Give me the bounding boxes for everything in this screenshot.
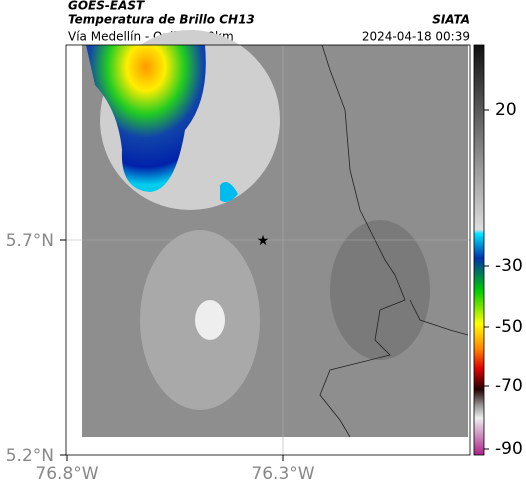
colorbar-label: -30 xyxy=(495,256,523,276)
lat-label: 5.2°N xyxy=(6,446,54,466)
axes: 5.7°N 5.2°N76.8°W 76.3°W xyxy=(6,231,315,484)
lat-label: 5.7°N xyxy=(6,231,54,251)
colorbar-label: 20 xyxy=(495,100,517,120)
colorbar-label: -70 xyxy=(495,376,523,396)
colorbar: 20 -30 -50 -70 -90 xyxy=(473,44,523,459)
colorbar-label: -90 xyxy=(495,439,523,459)
colorbar-label: -50 xyxy=(495,317,523,337)
cloud-white xyxy=(195,300,225,340)
map: ★ xyxy=(65,30,471,456)
org: SIATA xyxy=(432,13,470,27)
frame xyxy=(65,44,471,456)
small-cloud xyxy=(220,182,238,202)
convective-cloud xyxy=(86,45,206,192)
lon-label: 76.8°W xyxy=(35,464,98,484)
header: GOES-EAST Temperatura de Brillo CH13 SIA… xyxy=(68,0,470,44)
border-lines xyxy=(319,44,469,438)
lon-label: 76.3°W xyxy=(251,464,314,484)
colorbar-ticks: 20 -30 -50 -70 -90 xyxy=(484,100,523,459)
datetime: 2024-04-18 00:39 xyxy=(362,30,470,44)
source: GOES-EAST xyxy=(68,0,145,13)
location-star: ★ xyxy=(257,233,270,249)
title: Temperatura de Brillo CH13 xyxy=(68,13,255,27)
colorbar-scale xyxy=(473,44,485,456)
terrain-dark xyxy=(330,220,430,360)
